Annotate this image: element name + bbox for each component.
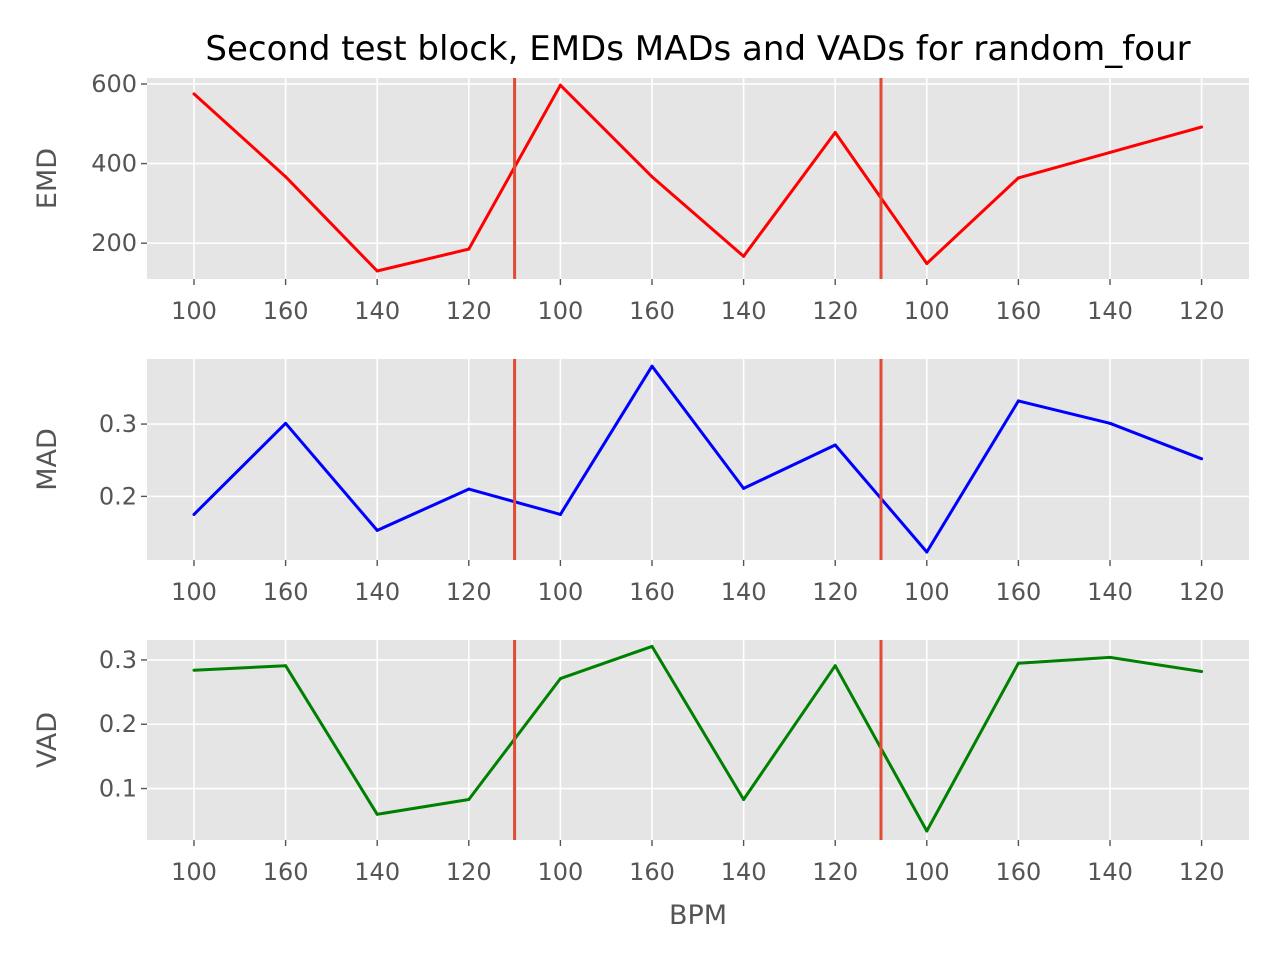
x-tick-label: 160 — [629, 578, 675, 606]
x-tick-label: 120 — [812, 578, 858, 606]
x-tick-label: 100 — [537, 297, 583, 325]
y-tick-label: 0.1 — [99, 775, 137, 803]
data-point — [742, 797, 746, 801]
x-tick-label: 160 — [995, 858, 1041, 886]
x-tick-label: 160 — [995, 297, 1041, 325]
x-tick-label: 120 — [1179, 578, 1225, 606]
x-tick-label: 120 — [446, 858, 492, 886]
x-tick-label: 140 — [721, 297, 767, 325]
y-tick-label: 0.2 — [99, 710, 137, 738]
x-tick-label: 100 — [171, 297, 217, 325]
data-point — [833, 131, 837, 135]
plot-background — [147, 78, 1249, 279]
series-line-mad — [192, 364, 1203, 554]
x-tick-label: 120 — [1179, 297, 1225, 325]
data-point — [650, 644, 654, 648]
x-tick-label: 160 — [995, 578, 1041, 606]
data-point — [1108, 150, 1112, 154]
plot-background — [147, 359, 1249, 560]
data-point — [467, 797, 471, 801]
data-point — [558, 83, 562, 87]
y-tick-label: 0.3 — [99, 410, 137, 438]
x-tick-label: 140 — [354, 297, 400, 325]
chart-title: Second test block, EMDs MADs and VADs fo… — [205, 29, 1190, 69]
data-point — [833, 443, 837, 447]
x-tick-label: 140 — [354, 578, 400, 606]
data-point — [558, 512, 562, 516]
x-tick-label: 100 — [904, 858, 950, 886]
x-tick-label: 160 — [263, 578, 309, 606]
x-tick-label: 120 — [812, 858, 858, 886]
data-point — [925, 550, 929, 554]
panel-vad: 100 160 140 120 100 160 140 120 100 160 140 120 0.1 0… — [32, 640, 1249, 886]
x-tick-label: 140 — [721, 578, 767, 606]
data-point — [192, 92, 196, 96]
x-tick-label: 160 — [263, 297, 309, 325]
data-point — [1108, 655, 1112, 659]
y-tick-label: 200 — [91, 229, 137, 257]
data-point — [284, 664, 288, 668]
x-tick-label: 100 — [904, 297, 950, 325]
series-line-vad — [193, 644, 1202, 833]
y-axis-label: MAD — [32, 428, 63, 491]
data-point — [650, 364, 654, 368]
data-point — [1016, 661, 1020, 665]
y-axis-label: VAD — [32, 712, 63, 768]
x-tick-label: 120 — [812, 297, 858, 325]
data-point — [833, 664, 837, 668]
panel-mad: 100 160 140 120 100 160 140 120 100 160 140 120 0.2 0… — [32, 359, 1249, 606]
data-point — [467, 487, 471, 491]
x-tick-label: 100 — [904, 578, 950, 606]
data-point — [742, 254, 746, 258]
x-tick-label: 100 — [171, 858, 217, 886]
chart-panels: 100 160 140 120 100 160 140 120 100 160 140 120 200 4… — [32, 70, 1249, 886]
data-point — [925, 829, 929, 833]
x-tick-label: 160 — [629, 858, 675, 886]
data-point — [192, 668, 196, 672]
data-point — [1016, 176, 1020, 180]
x-tick-label: 100 — [537, 858, 583, 886]
data-point — [1200, 670, 1204, 674]
x-tick-label: 160 — [629, 297, 675, 325]
y-tick-label: 600 — [91, 70, 137, 98]
data-point — [375, 812, 379, 816]
x-tick-label: 100 — [171, 578, 217, 606]
x-axis-label: BPM — [669, 900, 727, 931]
x-tick-label: 120 — [446, 578, 492, 606]
panel-emd: 100 160 140 120 100 160 140 120 100 160 140 120 200 4… — [32, 70, 1249, 325]
x-tick-label: 100 — [537, 578, 583, 606]
plot-background — [147, 640, 1249, 840]
data-point — [284, 175, 288, 179]
data-point — [1200, 125, 1204, 129]
series-line-emd — [192, 83, 1203, 273]
data-point — [467, 247, 471, 251]
data-point — [1200, 457, 1204, 461]
data-point — [284, 421, 288, 425]
data-point — [925, 261, 929, 265]
data-point — [1016, 399, 1020, 403]
x-tick-label: 140 — [1087, 858, 1133, 886]
x-tick-label: 140 — [1087, 578, 1133, 606]
x-tick-label: 140 — [1087, 297, 1133, 325]
x-tick-label: 140 — [354, 858, 400, 886]
x-tick-label: 120 — [446, 297, 492, 325]
data-point — [192, 512, 196, 516]
y-tick-label: 0.2 — [99, 482, 137, 510]
data-point — [742, 486, 746, 490]
data-point — [650, 175, 654, 179]
y-tick-label: 0.3 — [99, 646, 137, 674]
data-point — [1108, 421, 1112, 425]
x-tick-label: 140 — [721, 858, 767, 886]
data-point — [375, 269, 379, 273]
x-tick-label: 160 — [263, 858, 309, 886]
y-tick-label: 400 — [91, 150, 137, 178]
x-tick-label: 120 — [1179, 858, 1225, 886]
data-point — [558, 677, 562, 681]
y-axis-label: EMD — [32, 148, 63, 209]
data-point — [375, 528, 379, 532]
